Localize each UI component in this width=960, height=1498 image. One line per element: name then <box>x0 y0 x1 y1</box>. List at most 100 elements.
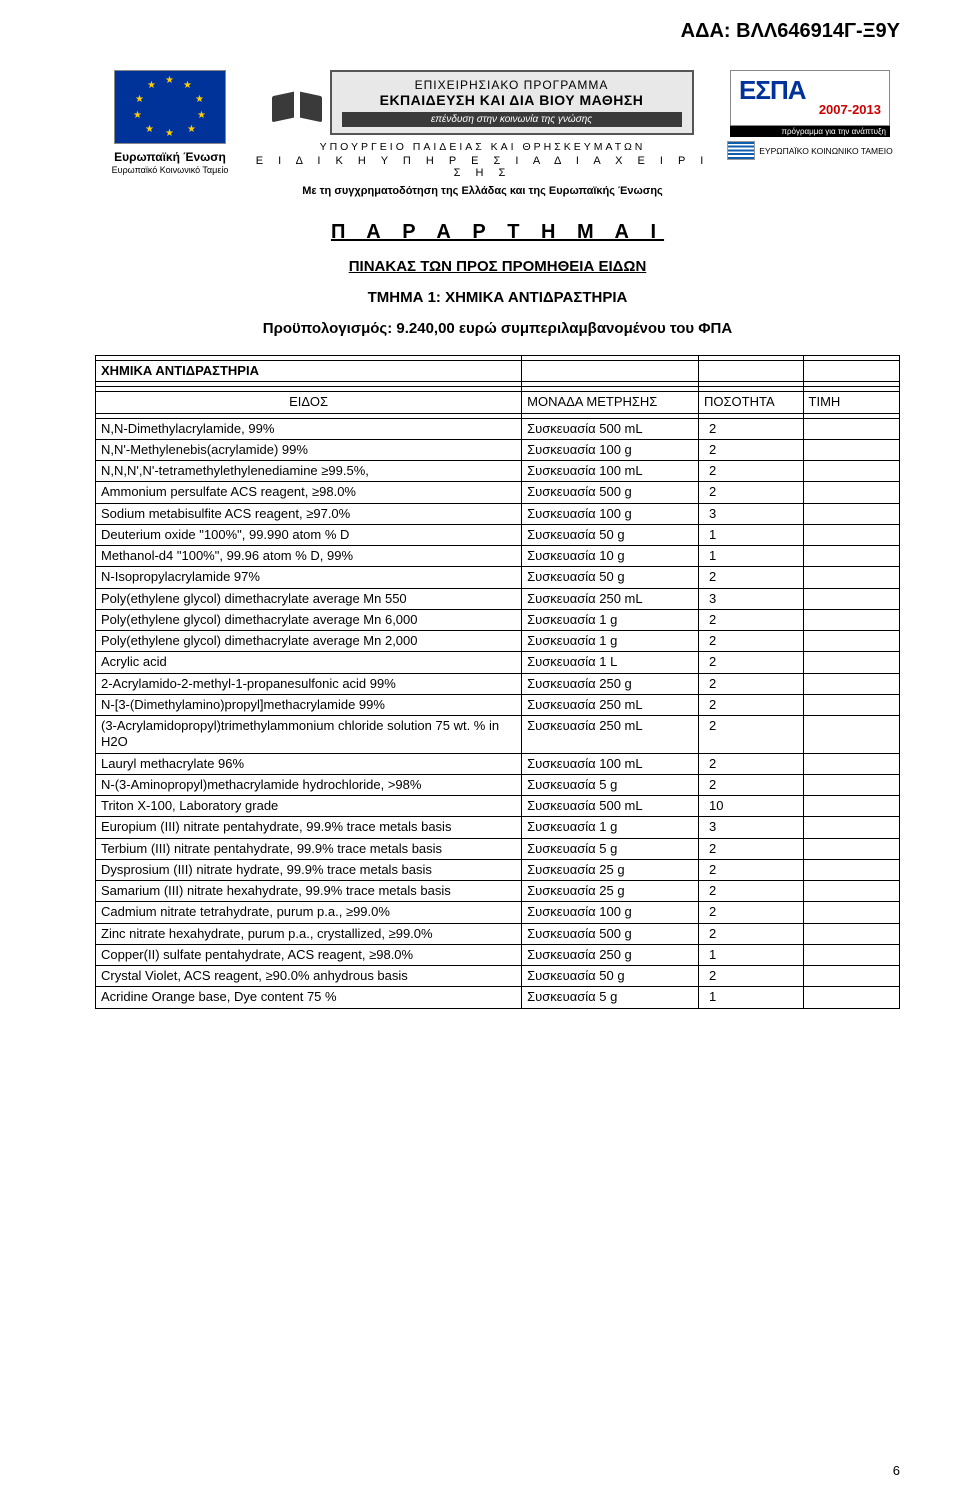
item-price <box>803 966 899 987</box>
logo-header: ★ ★ ★ ★ ★ ★ ★ ★ ★ ★ Ευρωπαϊκή Ένωση Ευρω… <box>95 70 900 197</box>
eu-block: ★ ★ ★ ★ ★ ★ ★ ★ ★ ★ Ευρωπαϊκή Ένωση Ευρω… <box>95 70 245 175</box>
table-row: Cadmium nitrate tetrahydrate, purum p.a.… <box>96 902 900 923</box>
item-name: N,N'-Methylenebis(acrylamide) 99% <box>96 439 522 460</box>
table-row: N-(3-Aminopropyl)methacrylamide hydrochl… <box>96 774 900 795</box>
table-row: Deuterium oxide "100%", 99.990 atom % DΣ… <box>96 524 900 545</box>
item-name: Cadmium nitrate tetrahydrate, purum p.a.… <box>96 902 522 923</box>
item-qty: 2 <box>699 567 804 588</box>
table-row: N-[3-(Dimethylamino)propyl]methacrylamid… <box>96 694 900 715</box>
ada-code: ΑΔΑ: ΒΛΛ646914Γ-Ξ9Υ <box>681 20 900 43</box>
hdr-c3: ΠΟΣΟΤΗΤΑ <box>699 392 804 413</box>
item-unit: Συσκευασία 5 g <box>522 987 699 1008</box>
item-unit: Συσκευασία 25 g <box>522 881 699 902</box>
item-unit: Συσκευασία 100 mL <box>522 461 699 482</box>
item-qty: 2 <box>699 966 804 987</box>
book-icon <box>272 86 322 120</box>
item-unit: Συσκευασία 100 g <box>522 902 699 923</box>
eu-flag-icon: ★ ★ ★ ★ ★ ★ ★ ★ ★ ★ <box>114 70 226 144</box>
prog-line2: ΕΚΠΑΙΔΕΥΣΗ ΚΑΙ ΔΙΑ ΒΙΟΥ ΜΑΘΗΣΗ <box>342 92 682 108</box>
item-name: N-Isopropylacrylamide 97% <box>96 567 522 588</box>
hdr-c4: ΤΙΜΗ <box>803 392 899 413</box>
item-price <box>803 796 899 817</box>
table-row: Ammonium persulfate ACS reagent, ≥98.0%Σ… <box>96 482 900 503</box>
espa-sub: ΕΥΡΩΠΑΪΚΟ ΚΟΙΝΩΝΙΚΟ ΤΑΜΕΙΟ <box>759 146 892 156</box>
section-cell: ΧΗΜΙΚΑ ΑΝΤΙΔΡΑΣΤΗΡΙΑ <box>96 361 522 382</box>
eu-label-1: Ευρωπαϊκή Ένωση <box>114 150 226 164</box>
table-row: Sodium metabisulfite ACS reagent, ≥97.0%… <box>96 503 900 524</box>
item-qty: 2 <box>699 881 804 902</box>
table-row: Acridine Orange base, Dye content 75 %Συ… <box>96 987 900 1008</box>
item-qty: 2 <box>699 418 804 439</box>
espa-gr: ΕΥΡΩΠΑΪΚΟ ΚΟΙΝΩΝΙΚΟ ΤΑΜΕΙΟ <box>727 141 892 160</box>
espa-block: ΕΣΠΑ 2007-2013 πρόγραμμα για την ανάπτυξ… <box>720 70 900 160</box>
item-name: N-(3-Aminopropyl)methacrylamide hydrochl… <box>96 774 522 795</box>
item-price <box>803 774 899 795</box>
item-name: Poly(ethylene glycol) dimethacrylate ave… <box>96 609 522 630</box>
item-price <box>803 944 899 965</box>
subtitle-2: ΤΜΗΜΑ 1: ΧΗΜΙΚΑ ΑΝΤΙΔΡΑΣΤΗΡΙΑ <box>95 289 900 306</box>
item-qty: 3 <box>699 817 804 838</box>
item-price <box>803 439 899 460</box>
item-name: Samarium (III) nitrate hexahydrate, 99.9… <box>96 881 522 902</box>
item-price <box>803 546 899 567</box>
item-price <box>803 609 899 630</box>
subtitle-1: ΠΙΝΑΚΑΣ ΤΩΝ ΠΡΟΣ ΠΡΟΜΗΘΕΙΑ ΕΙΔΩΝ <box>95 258 900 275</box>
table-row: Copper(II) sulfate pentahydrate, ACS rea… <box>96 944 900 965</box>
item-qty: 1 <box>699 546 804 567</box>
item-name: N-[3-(Dimethylamino)propyl]methacrylamid… <box>96 694 522 715</box>
item-unit: Συσκευασία 250 mL <box>522 716 699 754</box>
programme-box: ΕΠΙΧΕΙΡΗΣΙΑΚΟ ΠΡΟΓΡΑΜΜΑ ΕΚΠΑΙΔΕΥΣΗ ΚΑΙ Δ… <box>330 70 694 135</box>
item-qty: 2 <box>699 482 804 503</box>
table-row: N,N'-Methylenebis(acrylamide) 99%Συσκευα… <box>96 439 900 460</box>
table-row: Poly(ethylene glycol) dimethacrylate ave… <box>96 631 900 652</box>
table-row: Lauryl methacrylate 96%Συσκευασία 100 mL… <box>96 753 900 774</box>
item-price <box>803 673 899 694</box>
cofund-line: Με τη συγχρηματοδότηση της Ελλάδας και τ… <box>302 185 663 197</box>
item-name: 2-Acrylamido-2-methyl-1-propanesulfonic … <box>96 673 522 694</box>
table-row: Crystal Violet, ACS reagent, ≥90.0% anhy… <box>96 966 900 987</box>
item-qty: 2 <box>699 461 804 482</box>
item-unit: Συσκευασία 5 g <box>522 774 699 795</box>
item-qty: 2 <box>699 439 804 460</box>
item-name: Triton X-100, Laboratory grade <box>96 796 522 817</box>
item-unit: Συσκευασία 250 g <box>522 944 699 965</box>
ministry-line: ΥΠΟΥΡΓΕΙΟ ΠΑΙΔΕΙΑΣ ΚΑΙ ΘΡΗΣΚΕΥΜΑΤΩΝ <box>320 141 646 153</box>
table-row: Samarium (III) nitrate hexahydrate, 99.9… <box>96 881 900 902</box>
table-row: Dysprosium (III) nitrate hydrate, 99.9% … <box>96 859 900 880</box>
item-name: N,N,N',N'-tetramethylethylenediamine ≥99… <box>96 461 522 482</box>
item-unit: Συσκευασία 100 mL <box>522 753 699 774</box>
item-price <box>803 567 899 588</box>
table-row: 2-Acrylamido-2-methyl-1-propanesulfonic … <box>96 673 900 694</box>
item-unit: Συσκευασία 250 mL <box>522 694 699 715</box>
table-row: Poly(ethylene glycol) dimethacrylate ave… <box>96 609 900 630</box>
programme-block: ΕΠΙΧΕΙΡΗΣΙΑΚΟ ΠΡΟΓΡΑΜΜΑ ΕΚΠΑΙΔΕΥΣΗ ΚΑΙ Δ… <box>245 70 720 197</box>
hdr-c1: ΕΙΔΟΣ <box>96 392 522 413</box>
table-row: N,N-Dimethylacrylamide, 99%Συσκευασία 50… <box>96 418 900 439</box>
item-name: Sodium metabisulfite ACS reagent, ≥97.0% <box>96 503 522 524</box>
item-qty: 2 <box>699 716 804 754</box>
item-unit: Συσκευασία 500 mL <box>522 418 699 439</box>
item-price <box>803 631 899 652</box>
page: ΑΔΑ: ΒΛΛ646914Γ-Ξ9Υ ★ ★ ★ ★ ★ ★ ★ ★ ★ ★ … <box>0 0 960 1498</box>
item-unit: Συσκευασία 1 g <box>522 609 699 630</box>
item-name: Acridine Orange base, Dye content 75 % <box>96 987 522 1008</box>
item-unit: Συσκευασία 100 g <box>522 503 699 524</box>
item-price <box>803 859 899 880</box>
item-qty: 10 <box>699 796 804 817</box>
service-line: Ε Ι Δ Ι Κ Η Υ Π Η Ρ Ε Σ Ι Α Δ Ι Α Χ Ε Ι … <box>255 155 710 179</box>
item-price <box>803 987 899 1008</box>
item-price <box>803 503 899 524</box>
table-row: ΧΗΜΙΚΑ ΑΝΤΙΔΡΑΣΤΗΡΙΑ <box>96 361 900 382</box>
item-price <box>803 461 899 482</box>
item-price <box>803 482 899 503</box>
item-unit: Συσκευασία 250 mL <box>522 588 699 609</box>
item-unit: Συσκευασία 5 g <box>522 838 699 859</box>
item-unit: Συσκευασία 1 g <box>522 631 699 652</box>
item-qty: 2 <box>699 631 804 652</box>
item-name: Poly(ethylene glycol) dimethacrylate ave… <box>96 588 522 609</box>
item-unit: Συσκευασία 100 g <box>522 439 699 460</box>
table-row: Triton X-100, Laboratory gradeΣυσκευασία… <box>96 796 900 817</box>
item-qty: 2 <box>699 838 804 859</box>
subtitle-3: Προϋπολογισμός: 9.240,00 ευρώ συμπεριλαμ… <box>95 320 900 337</box>
item-qty: 3 <box>699 503 804 524</box>
